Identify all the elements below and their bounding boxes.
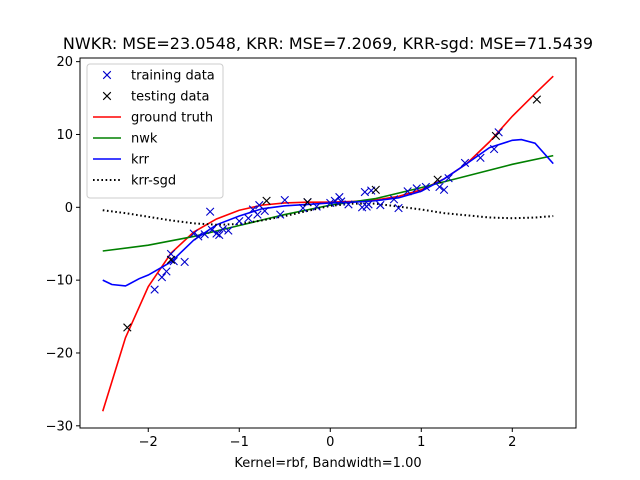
data-point-training-data [215,230,224,240]
data-point-training-data [494,128,503,137]
data-point-training-data [162,267,171,276]
legend-label-krr-sgd: krr-sgd [131,174,176,189]
data-point-training-data [150,285,159,294]
data-point-training-data [298,203,308,213]
data-point-training-data [412,184,421,193]
data-point-training-data [157,273,167,282]
data-point-training-data [276,210,285,219]
data-point-testing-data [433,175,442,184]
data-point-training-data [312,202,321,211]
y-tick-label: −30 [46,419,73,434]
data-point-training-data [280,195,289,205]
series-line-krr-sgd [102,202,554,226]
data-point-training-data [200,230,209,239]
data-point-training-data [335,192,344,202]
legend-label-training-data: training data [131,69,215,84]
y-axis: −30 −20 −10 0 10 20 [46,55,80,434]
y-tick-label: 0 [65,201,73,216]
data-point-training-data [460,158,470,168]
chart-title: NWKR: MSE=23.0548, KRR: MSE=7.2069, KRR-… [63,34,593,53]
data-point-training-data [326,198,335,208]
data-point-training-data [169,257,178,266]
x-tick-label: 0 [326,435,334,450]
data-point-testing-data [303,198,312,207]
y-tick-label: −20 [46,346,73,361]
y-tick-label: 10 [56,128,73,143]
data-point-training-data [364,200,373,209]
data-point-training-data [260,206,269,216]
x-tick-label: −1 [230,435,249,450]
data-point-training-data [394,203,403,213]
data-point-training-data [344,200,353,209]
legend-label-testing-data: testing data [131,90,209,105]
data-point-training-data [218,224,228,234]
legend-label-ground-truth: ground truth [131,111,213,126]
plot-area [101,75,554,412]
data-point-training-data [244,214,253,223]
x-tick-label: 2 [508,435,516,450]
x-axis: −2 −1 0 1 2 [139,428,516,450]
data-point-training-data [189,229,198,238]
legend-marker-training-data [102,70,112,80]
data-point-testing-data [371,185,380,195]
data-point-testing-data [166,255,176,264]
data-point-training-data [444,173,453,183]
data-point-training-data [212,229,221,238]
y-tick-label: −10 [46,274,73,289]
legend-marker-testing-data [102,91,112,101]
data-point-training-data [360,187,370,197]
data-point-training-data [207,225,217,235]
data-point-training-data [421,182,431,192]
data-point-training-data [235,216,244,226]
data-point-training-data [476,153,485,162]
data-point-testing-data [262,196,271,205]
data-point-training-data [435,182,444,192]
data-point-training-data [489,144,499,154]
x-tick-label: 1 [417,435,425,450]
legend: training data testing data ground truth nwk… [86,63,224,199]
x-axis-label: Kernel=rbf, Bandwidth=1.00 [234,456,421,471]
y-tick-label: 20 [56,55,73,70]
data-point-training-data [205,207,215,216]
legend-label-krr: krr [131,153,150,168]
legend-box [86,63,224,199]
x-tick-label: −2 [139,435,158,450]
data-point-training-data [439,185,449,195]
plot-frame [79,57,577,429]
data-point-training-data [337,197,346,206]
data-point-training-data [194,232,203,241]
data-point-training-data [376,200,385,210]
legend-label-nwk: nwk [131,132,158,147]
data-point-testing-data [491,131,501,141]
data-point-training-data [180,257,189,267]
data-point-training-data [389,195,399,204]
data-point-training-data [403,187,412,196]
data-point-training-data [224,226,233,235]
data-point-testing-data [123,323,132,332]
series-line-nwk [102,154,554,252]
data-point-training-data [253,210,262,219]
data-point-testing-data [532,95,542,104]
